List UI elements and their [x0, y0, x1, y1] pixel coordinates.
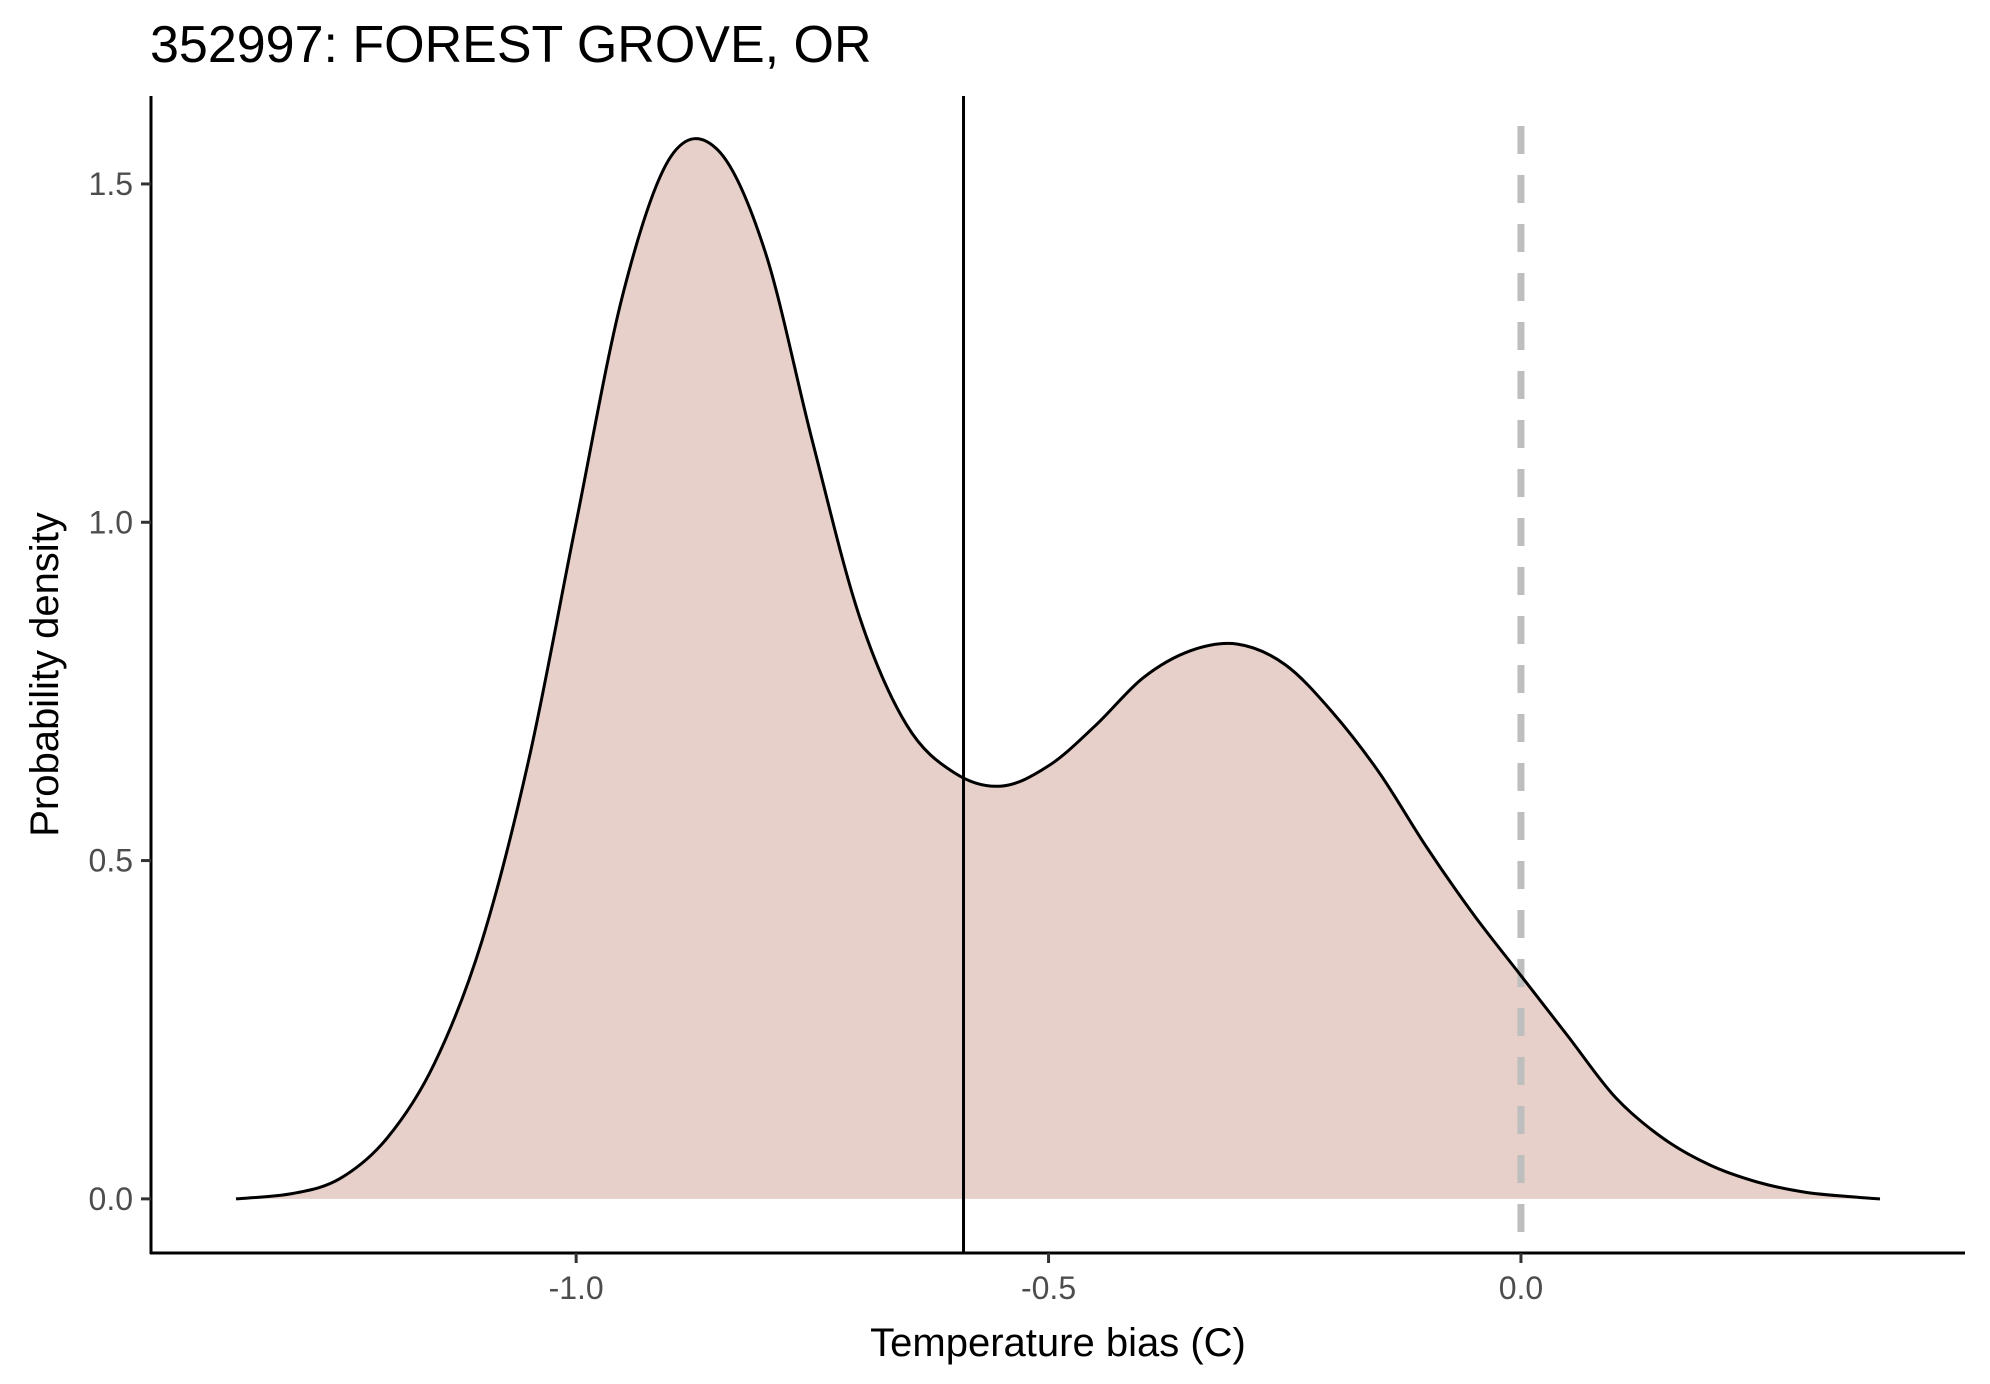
x-tick-label: -0.5 — [1021, 1270, 1076, 1306]
y-tick-label: 0.5 — [89, 843, 133, 879]
chart-title: 352997: FOREST GROVE, OR — [150, 16, 872, 74]
y-axis-title: Probability density — [23, 512, 67, 837]
y-tick-label: 0.0 — [89, 1181, 133, 1217]
y-tick-label: 1.0 — [89, 504, 133, 540]
x-tick-label: -1.0 — [549, 1270, 604, 1306]
plot-area — [235, 96, 1881, 1253]
y-ticks: 0.0 0.5 1.0 1.5 — [89, 166, 151, 1217]
x-ticks: -1.0 -0.5 0.0 — [549, 1253, 1543, 1306]
x-axis-title: Temperature bias (C) — [870, 1321, 1246, 1365]
x-tick-label: 0.0 — [1499, 1270, 1543, 1306]
density-area — [236, 138, 1880, 1199]
y-tick-label: 1.5 — [89, 166, 133, 202]
density-curve — [235, 137, 1881, 1201]
